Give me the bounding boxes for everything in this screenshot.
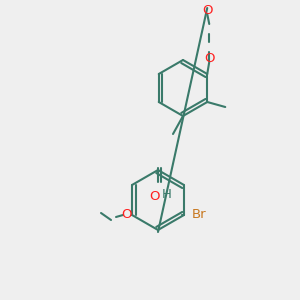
Text: O: O (121, 208, 131, 221)
Text: O: O (202, 4, 212, 17)
Text: H: H (162, 188, 172, 200)
Text: O: O (204, 52, 214, 65)
Text: O: O (149, 190, 159, 203)
Text: Br: Br (192, 208, 206, 221)
